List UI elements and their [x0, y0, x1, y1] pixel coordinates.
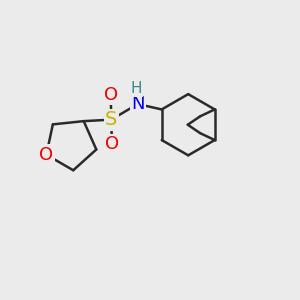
Text: H: H [130, 81, 142, 96]
Text: O: O [103, 86, 118, 104]
Text: O: O [105, 135, 119, 153]
Text: N: N [131, 95, 145, 113]
Text: S: S [105, 110, 118, 129]
Text: O: O [39, 146, 53, 164]
